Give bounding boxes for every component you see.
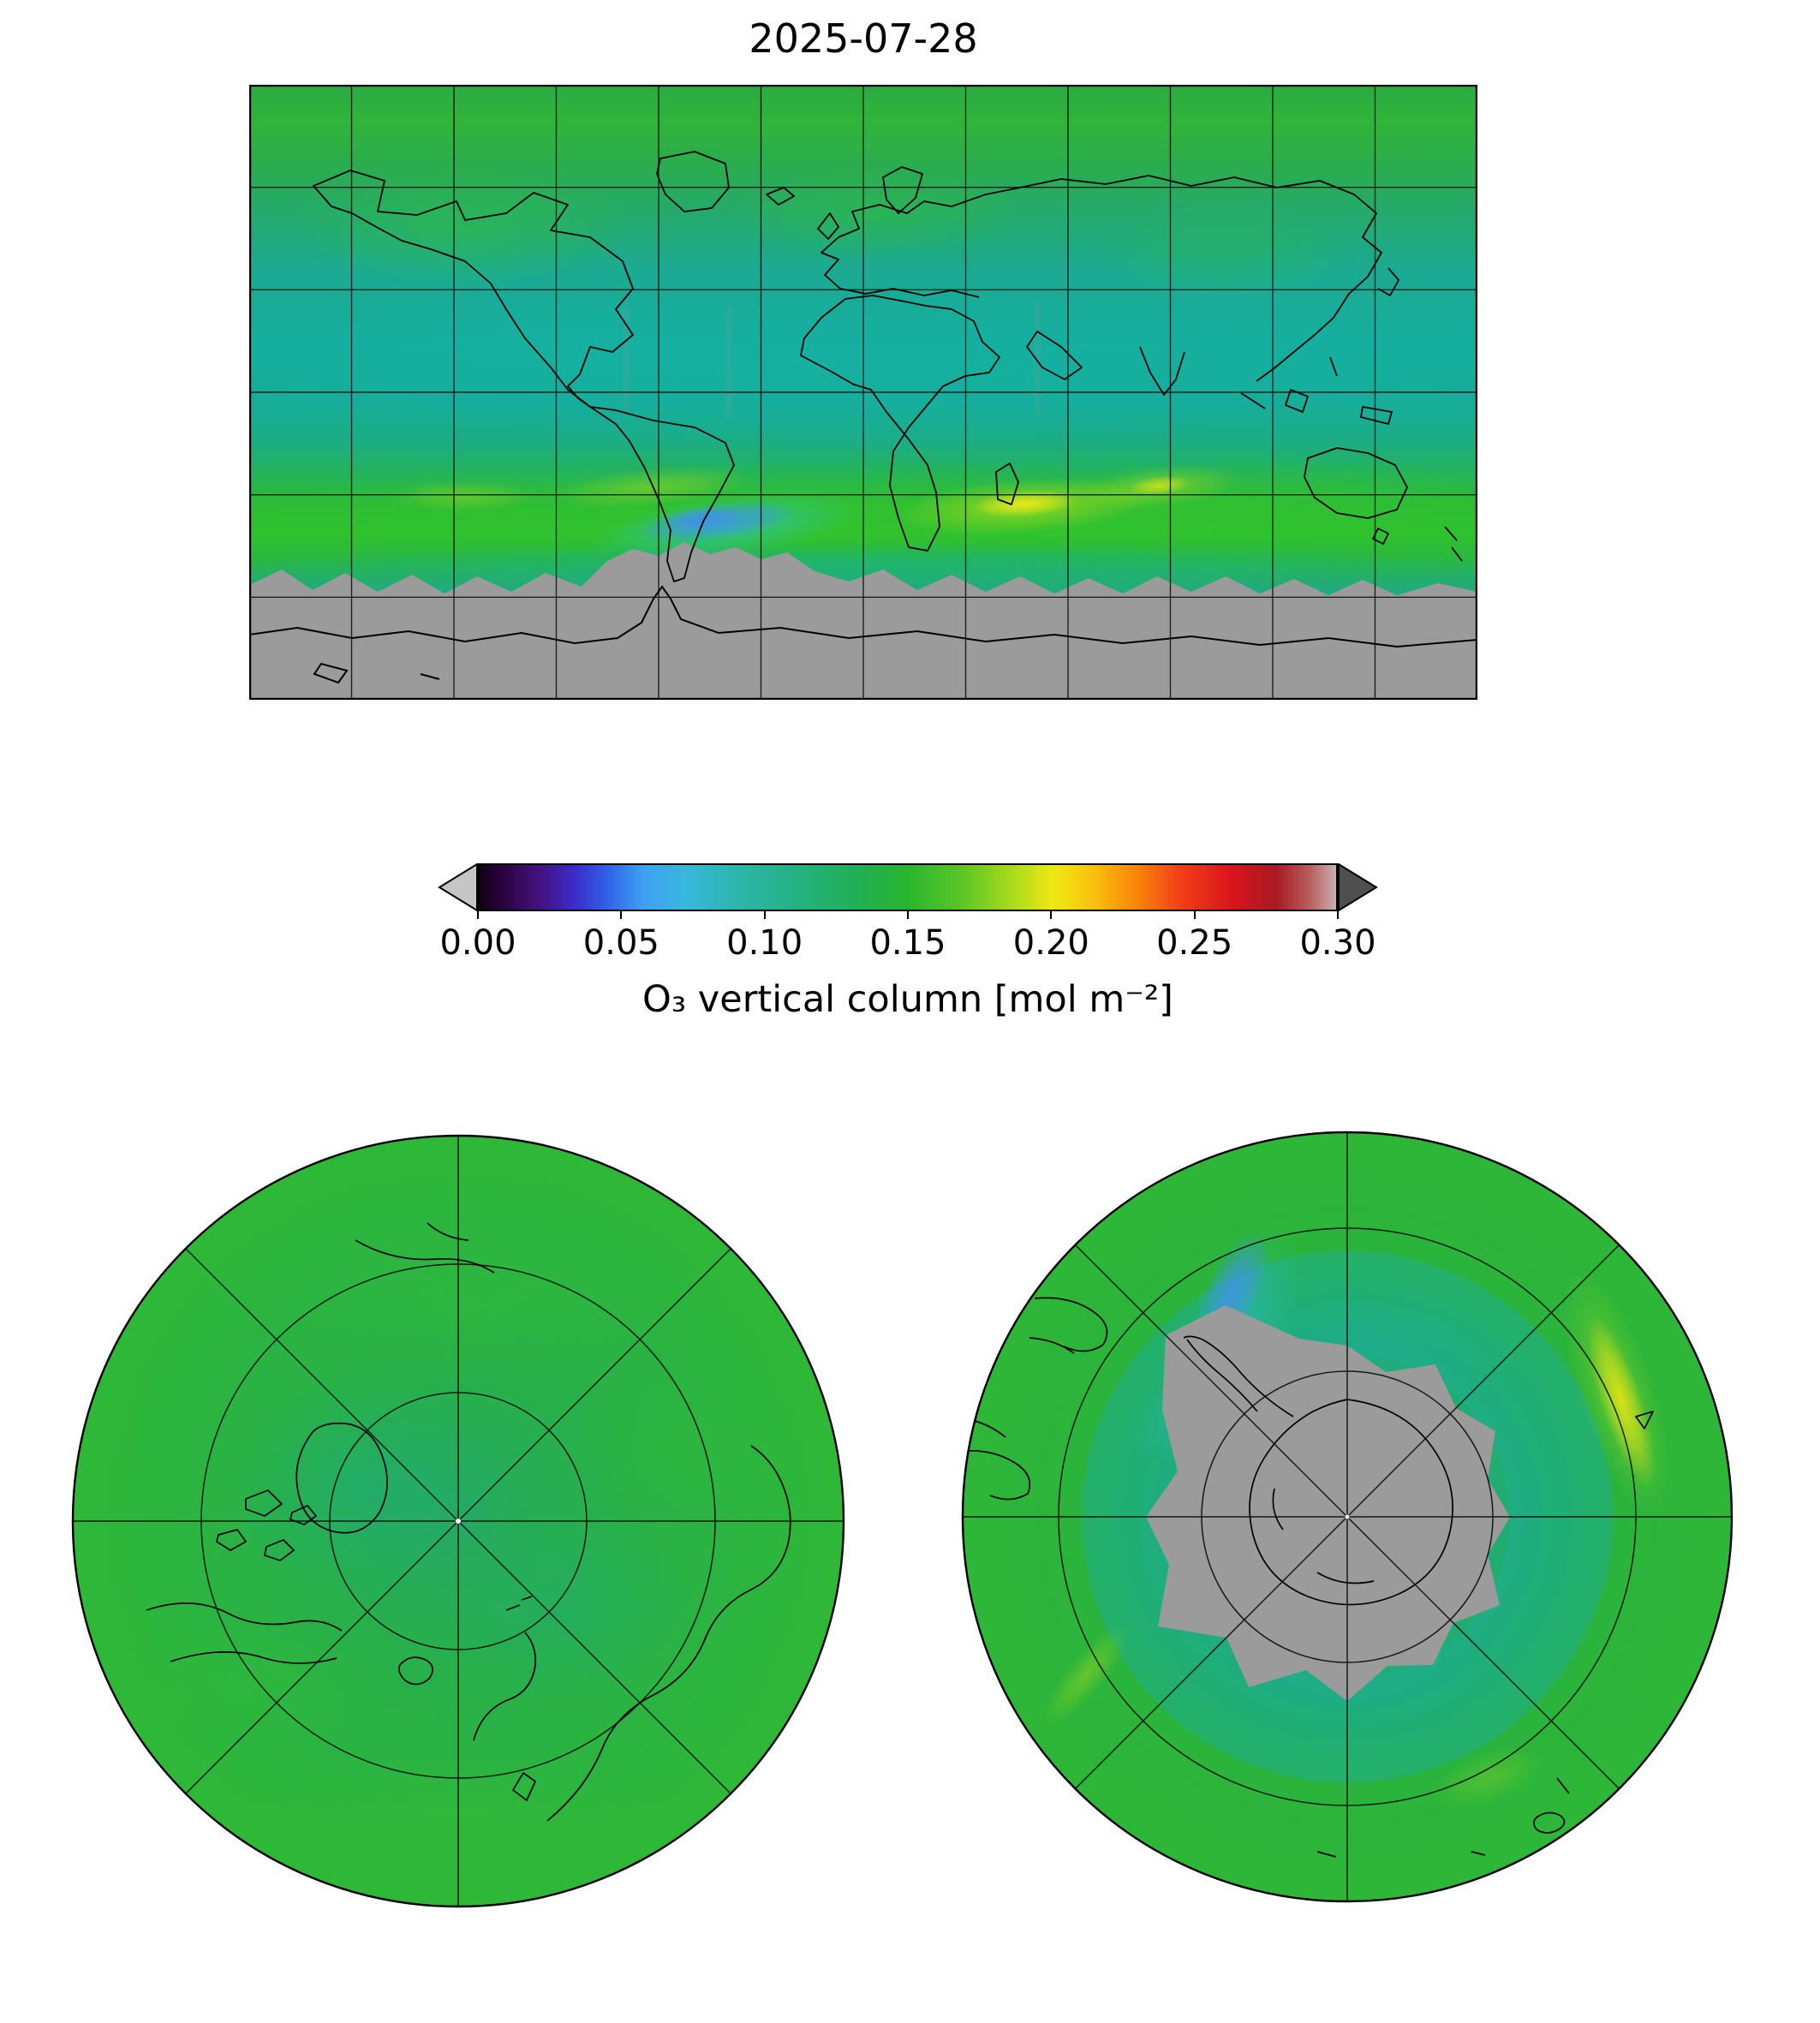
south-no-data-region [1146, 1305, 1510, 1701]
coastlines [313, 151, 1463, 582]
south-polar-panel [958, 1127, 1737, 1907]
colorbar-tick-labels: 0.00 0.05 0.10 0.15 0.20 0.25 0.30 [439, 923, 1375, 966]
north-polar-frame [71, 1134, 845, 1908]
pole-point [456, 1519, 461, 1524]
south-pole-point [1345, 1514, 1350, 1519]
colorbar-tick-label: 0.05 [582, 923, 659, 963]
global-map-svg [249, 85, 1477, 700]
south-coastlines [963, 1297, 1654, 1858]
colorbar-gradient [478, 863, 1338, 911]
colorbar-label: O₃ vertical column [mol m⁻²] [642, 978, 1173, 1021]
colorbar-extend-right [1338, 863, 1378, 911]
north-polar-svg [71, 1134, 845, 1908]
north-coastlines [146, 1222, 791, 1822]
colorbar-extend-left-shape [438, 863, 478, 911]
colorbar-tick-label: 0.15 [869, 923, 946, 963]
colorbar-tick-label: 0.25 [1156, 923, 1233, 963]
colorbar-assembly [437, 863, 1379, 911]
south-polar-frame [961, 1131, 1733, 1903]
colorbar-tick-label: 0.10 [726, 923, 803, 963]
colorbar-tick-marks [477, 911, 1339, 920]
colorbar-tick-label: 0.00 [439, 923, 516, 963]
global-map-panel [249, 85, 1477, 700]
antarctica-coastline [249, 585, 1477, 684]
south-polar-svg [961, 1131, 1733, 1903]
colorbar-extend-left [438, 863, 478, 911]
figure-title: 2025-07-28 [749, 15, 978, 62]
colorbar-tick-label: 0.30 [1299, 923, 1376, 963]
map-frame [249, 85, 1477, 700]
colorbar-extend-right-shape [1338, 863, 1378, 911]
graticule [249, 85, 1477, 700]
north-anomalies [145, 1225, 770, 1876]
colorbar-tick-label: 0.20 [1012, 923, 1089, 963]
north-polar-panel [68, 1131, 849, 1912]
